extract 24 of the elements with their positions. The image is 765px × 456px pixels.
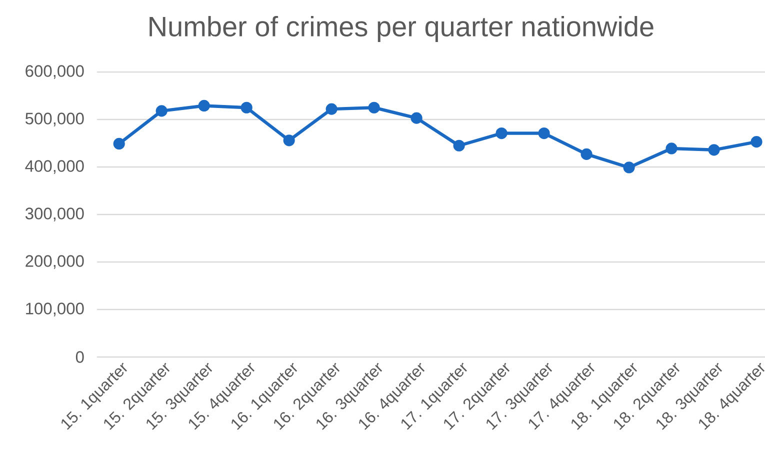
- y-tick-label: 200,000: [26, 255, 84, 269]
- y-tick-label: 100,000: [26, 302, 84, 316]
- y-tick-label: 300,000: [25, 208, 84, 222]
- point: [580, 148, 592, 160]
- y-tick-label: 400,000: [25, 160, 84, 174]
- point: [283, 134, 295, 146]
- point: [496, 127, 508, 140]
- point: [453, 140, 465, 152]
- point: [368, 102, 380, 114]
- point: [708, 144, 720, 156]
- point: [410, 112, 422, 124]
- point: [666, 142, 678, 154]
- point: [326, 103, 338, 115]
- chart-title: Number of crimes per quarter nationwide: [150, 16, 654, 42]
- y-tick-label: 0: [76, 351, 84, 363]
- y-tick-label: 500,000: [25, 112, 84, 126]
- point: [198, 100, 210, 112]
- point: [538, 127, 550, 140]
- point: [623, 162, 635, 174]
- point: [240, 102, 252, 114]
- point: [750, 136, 762, 148]
- point: [156, 105, 168, 117]
- y-tick-label: 600,000: [26, 65, 84, 79]
- point: [113, 138, 125, 150]
